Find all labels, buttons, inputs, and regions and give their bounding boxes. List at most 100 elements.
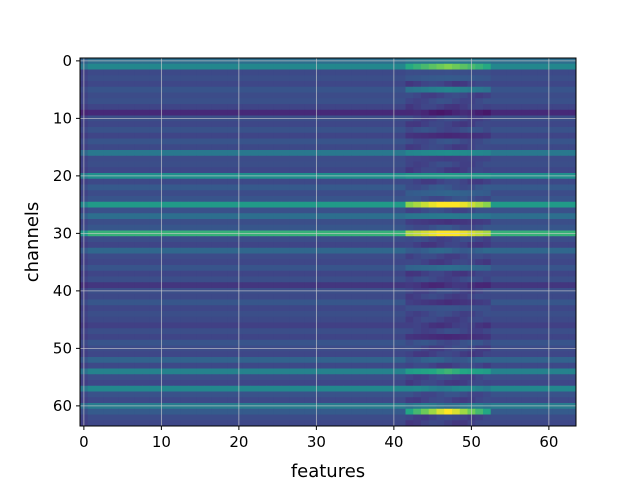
heatmap-cell: [196, 236, 205, 243]
heatmap-cell: [211, 414, 220, 421]
heatmap-cell: [552, 374, 561, 381]
heatmap-cell: [413, 305, 422, 312]
heatmap-cell: [188, 190, 197, 197]
heatmap-cell: [142, 167, 151, 174]
heatmap-cell: [111, 368, 120, 375]
heatmap-cell: [273, 334, 282, 341]
heatmap-cell: [568, 299, 577, 306]
heatmap-cell: [351, 224, 360, 231]
heatmap-cell: [483, 368, 492, 375]
heatmap-cell: [103, 362, 112, 369]
heatmap-cell: [266, 184, 275, 191]
heatmap-cell: [490, 242, 499, 249]
heatmap-cell: [134, 63, 143, 70]
heatmap-cell: [366, 380, 375, 387]
heatmap-cell: [211, 98, 220, 105]
heatmap-cell: [343, 121, 352, 128]
heatmap-cell: [227, 104, 236, 111]
heatmap-cell: [173, 196, 182, 203]
heatmap-cell: [320, 265, 329, 272]
heatmap-cell: [459, 86, 468, 93]
heatmap-cell: [188, 247, 197, 254]
heatmap-cell: [568, 144, 577, 151]
heatmap-cell: [343, 247, 352, 254]
heatmap-cell: [103, 242, 112, 249]
heatmap-cell: [529, 316, 538, 323]
heatmap-cell: [382, 276, 391, 283]
heatmap-cell: [335, 253, 344, 260]
heatmap-cell: [335, 138, 344, 145]
heatmap-cell: [537, 178, 546, 185]
heatmap-cell: [242, 138, 251, 145]
heatmap-cell: [304, 184, 313, 191]
heatmap-cell: [459, 236, 468, 243]
heatmap-cell: [490, 92, 499, 99]
heatmap-cell: [258, 247, 267, 254]
heatmap-cell: [320, 391, 329, 398]
heatmap-cell: [165, 322, 174, 329]
heatmap-cell: [320, 92, 329, 99]
heatmap-cell: [173, 351, 182, 358]
heatmap-cell: [552, 259, 561, 266]
heatmap-cell: [444, 391, 453, 398]
heatmap-cell: [351, 328, 360, 335]
heatmap-cell: [444, 207, 453, 214]
heatmap-cell: [359, 138, 368, 145]
heatmap-cell: [483, 63, 492, 70]
heatmap-cell: [374, 420, 383, 427]
heatmap-cell: [320, 339, 329, 346]
heatmap-cell: [452, 219, 461, 226]
heatmap-cell: [444, 190, 453, 197]
heatmap-cell: [452, 75, 461, 82]
heatmap-cell: [149, 201, 158, 208]
heatmap-cell: [397, 224, 406, 231]
heatmap-cell: [537, 374, 546, 381]
heatmap-cell: [297, 270, 306, 277]
heatmap-cell: [165, 236, 174, 243]
heatmap-cell: [111, 213, 120, 220]
heatmap-cell: [266, 247, 275, 254]
heatmap-cell: [219, 276, 228, 283]
heatmap-cell: [219, 69, 228, 76]
heatmap-cell: [204, 178, 213, 185]
heatmap-cell: [366, 213, 375, 220]
heatmap-cell: [498, 339, 507, 346]
heatmap-cell: [142, 92, 151, 99]
heatmap-cell: [490, 86, 499, 93]
heatmap-cell: [95, 178, 104, 185]
heatmap-cell: [273, 63, 282, 70]
heatmap-cell: [111, 351, 120, 358]
heatmap-cell: [413, 362, 422, 369]
heatmap-cell: [444, 81, 453, 88]
heatmap-cell: [204, 121, 213, 128]
heatmap-cell: [452, 408, 461, 415]
heatmap-cell: [227, 75, 236, 82]
heatmap-cell: [521, 397, 530, 404]
heatmap-cell: [227, 374, 236, 381]
heatmap-cell: [281, 150, 290, 157]
heatmap-cell: [273, 357, 282, 364]
heatmap-cell: [211, 127, 220, 134]
heatmap-cell: [343, 293, 352, 300]
heatmap-cell: [413, 253, 422, 260]
heatmap-cell: [421, 207, 430, 214]
heatmap-cell: [188, 282, 197, 289]
heatmap-cell: [134, 374, 143, 381]
heatmap-cell: [281, 86, 290, 93]
heatmap-cell: [343, 104, 352, 111]
heatmap-cell: [142, 69, 151, 76]
heatmap-cell: [483, 374, 492, 381]
heatmap-cell: [552, 265, 561, 272]
heatmap-cell: [258, 109, 267, 116]
heatmap-cell: [165, 362, 174, 369]
heatmap-cell: [211, 391, 220, 398]
heatmap-cell: [397, 98, 406, 105]
heatmap-cell: [405, 408, 414, 415]
heatmap-cell: [483, 190, 492, 197]
heatmap-cell: [529, 167, 538, 174]
heatmap-cell: [397, 213, 406, 220]
heatmap-cell: [165, 63, 174, 70]
heatmap-cell: [413, 167, 422, 174]
heatmap-cell: [560, 224, 569, 231]
heatmap-cell: [537, 362, 546, 369]
